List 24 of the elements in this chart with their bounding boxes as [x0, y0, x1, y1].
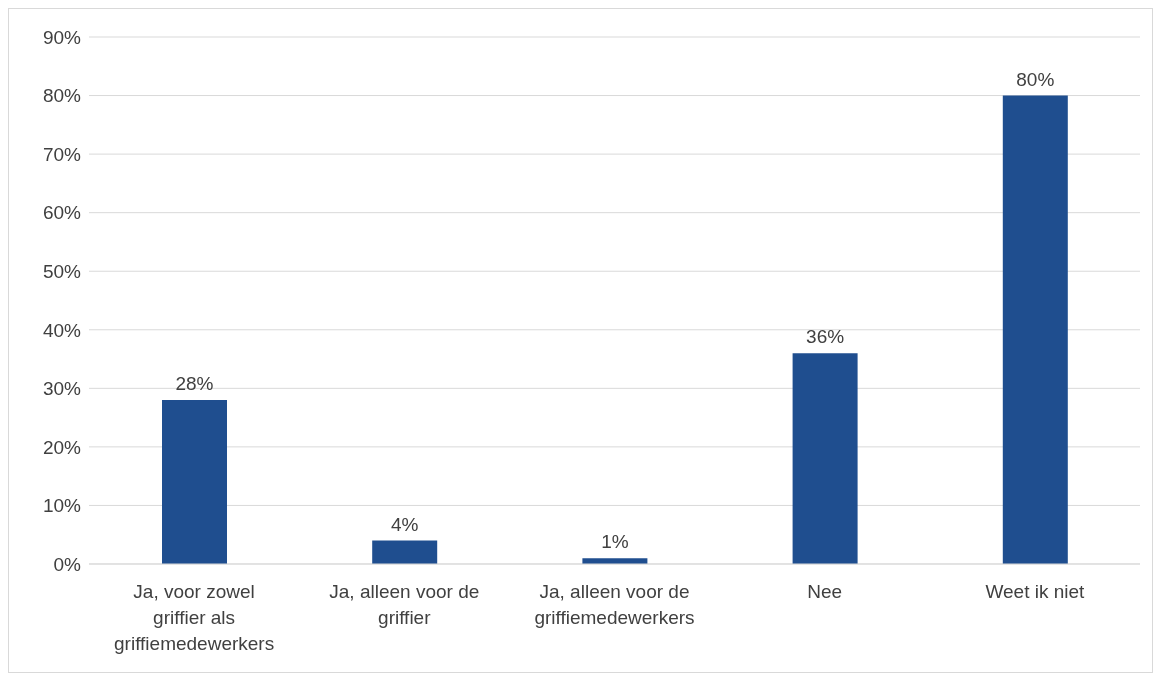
y-tick-label: 70%: [42, 143, 82, 165]
data-label: 1%: [601, 531, 629, 553]
y-tick-label: 60%: [42, 202, 82, 224]
y-tick-label: 20%: [42, 436, 82, 458]
y-tick-label: 0%: [53, 553, 82, 575]
x-tick-label: Ja, alleen voor de griffiemedewerkers: [534, 581, 695, 628]
y-tick-label: 10%: [42, 495, 82, 517]
y-tick-label: 40%: [42, 319, 82, 341]
x-tick-label: Ja, alleen voor de griffier: [329, 581, 480, 628]
data-label: 4%: [390, 513, 419, 535]
data-label: 36%: [806, 326, 845, 348]
bar: [792, 353, 858, 564]
y-tick-label: 30%: [42, 378, 82, 400]
y-tick-label: 50%: [42, 260, 82, 282]
data-label: 80%: [1016, 68, 1055, 90]
bar: [162, 400, 227, 564]
bar: [372, 540, 438, 564]
y-tick-label: 80%: [42, 85, 82, 107]
x-tick-label: Weet ik niet: [985, 581, 1086, 602]
y-tick-label: 90%: [42, 26, 82, 48]
bar: [1002, 95, 1068, 564]
data-label: 28%: [175, 373, 214, 395]
x-tick-label: Ja, voor zowel griffier als griffiemedewerkers: [114, 581, 275, 654]
x-tick-label: Nee: [807, 581, 843, 602]
